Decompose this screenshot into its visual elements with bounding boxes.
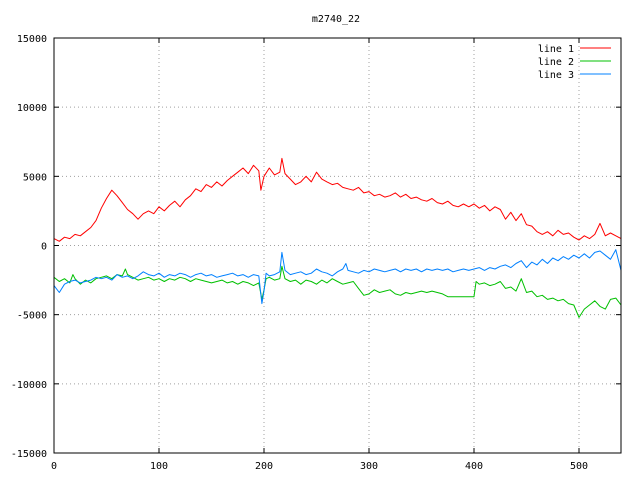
series-line-1 — [53, 157, 622, 242]
y-tick-label: 10000 — [17, 103, 47, 114]
chart-title: m2740_22 — [312, 14, 360, 25]
x-tick-label: 200 — [255, 461, 273, 472]
legend-label-2: line 2 — [538, 57, 574, 68]
legend-label-3: line 3 — [538, 70, 574, 81]
series-layer — [53, 157, 622, 318]
axis-layer: 0 100 200 300 400 500 -15000 -10000 -5000 0 5000 10… — [11, 34, 622, 472]
x-tick-label: 0 — [51, 461, 57, 472]
plot-frame — [53, 37, 622, 454]
grid-layer — [54, 38, 621, 453]
y-tick-label: -5000 — [17, 311, 47, 322]
x-tick-label: 400 — [465, 461, 483, 472]
y-tick-label: -15000 — [11, 449, 47, 460]
y-tick-label: 5000 — [23, 172, 47, 183]
y-tick-label: 0 — [41, 242, 47, 253]
x-tick-label: 500 — [570, 461, 588, 472]
series-line-2 — [53, 265, 622, 318]
y-tick-label: 15000 — [17, 34, 47, 45]
legend-label-1: line 1 — [538, 44, 574, 55]
x-tick-label: 100 — [150, 461, 168, 472]
y-tick-label: -10000 — [11, 380, 47, 391]
legend: line 1 line 2 line 3 — [538, 44, 611, 81]
series-line-3 — [53, 249, 622, 305]
x-tick-label: 300 — [360, 461, 378, 472]
